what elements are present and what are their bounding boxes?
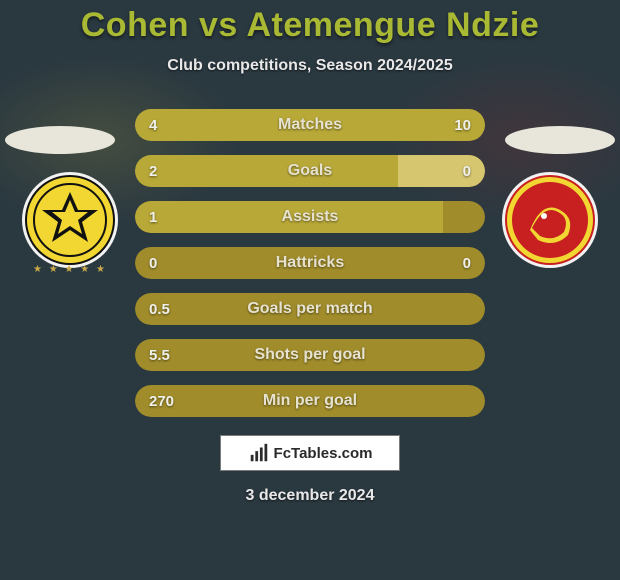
stat-value-left: 4 xyxy=(149,109,157,141)
page-title: Cohen vs Atemengue Ndzie xyxy=(81,6,539,45)
stat-value-right: 0 xyxy=(463,155,471,187)
stat-label: Hattricks xyxy=(135,254,485,272)
stat-value-left: 0 xyxy=(149,247,157,279)
chart-icon xyxy=(248,442,270,464)
subtitle: Club competitions, Season 2024/2025 xyxy=(167,57,452,75)
stat-row: Min per goal270 xyxy=(135,385,485,417)
right-ellipse xyxy=(505,126,615,154)
stat-value-left: 0.5 xyxy=(149,293,170,325)
stat-label: Assists xyxy=(135,208,485,226)
stat-row: Matches4 10 xyxy=(135,109,485,141)
stat-label: Min per goal xyxy=(135,392,485,410)
stat-row: Hattricks0 0 xyxy=(135,247,485,279)
fc-ashdod-icon xyxy=(500,170,600,270)
left-club-badge xyxy=(20,170,120,270)
left-club-stars: ★ ★ ★ ★ ★ xyxy=(28,264,112,275)
stat-value-right: 0 xyxy=(463,247,471,279)
stat-label: Goals per match xyxy=(135,300,485,318)
stat-row: Shots per goal5.5 xyxy=(135,339,485,371)
right-club-badge xyxy=(500,170,600,270)
stat-value-left: 5.5 xyxy=(149,339,170,371)
stat-row: Goals per match0.5 xyxy=(135,293,485,325)
stat-label: Goals xyxy=(135,162,485,180)
stat-label: Matches xyxy=(135,116,485,134)
watermark-text: FcTables.com xyxy=(274,445,373,462)
maccabi-netanya-icon xyxy=(20,170,120,270)
stat-label: Shots per goal xyxy=(135,346,485,364)
watermark[interactable]: FcTables.com xyxy=(220,435,400,471)
stat-value-left: 270 xyxy=(149,385,174,417)
left-ellipse xyxy=(5,126,115,154)
stat-value-left: 1 xyxy=(149,201,157,233)
stat-row: Goals2 0 xyxy=(135,155,485,187)
comparison-card: Cohen vs Atemengue Ndzie Club competitio… xyxy=(0,0,620,580)
date-label: 3 december 2024 xyxy=(246,487,375,505)
stat-value-right: 10 xyxy=(454,109,471,141)
stat-row: Assists1 xyxy=(135,201,485,233)
stat-value-left: 2 xyxy=(149,155,157,187)
stat-bars: Matches410Goals20Assists1Hattricks00Goal… xyxy=(135,109,485,417)
